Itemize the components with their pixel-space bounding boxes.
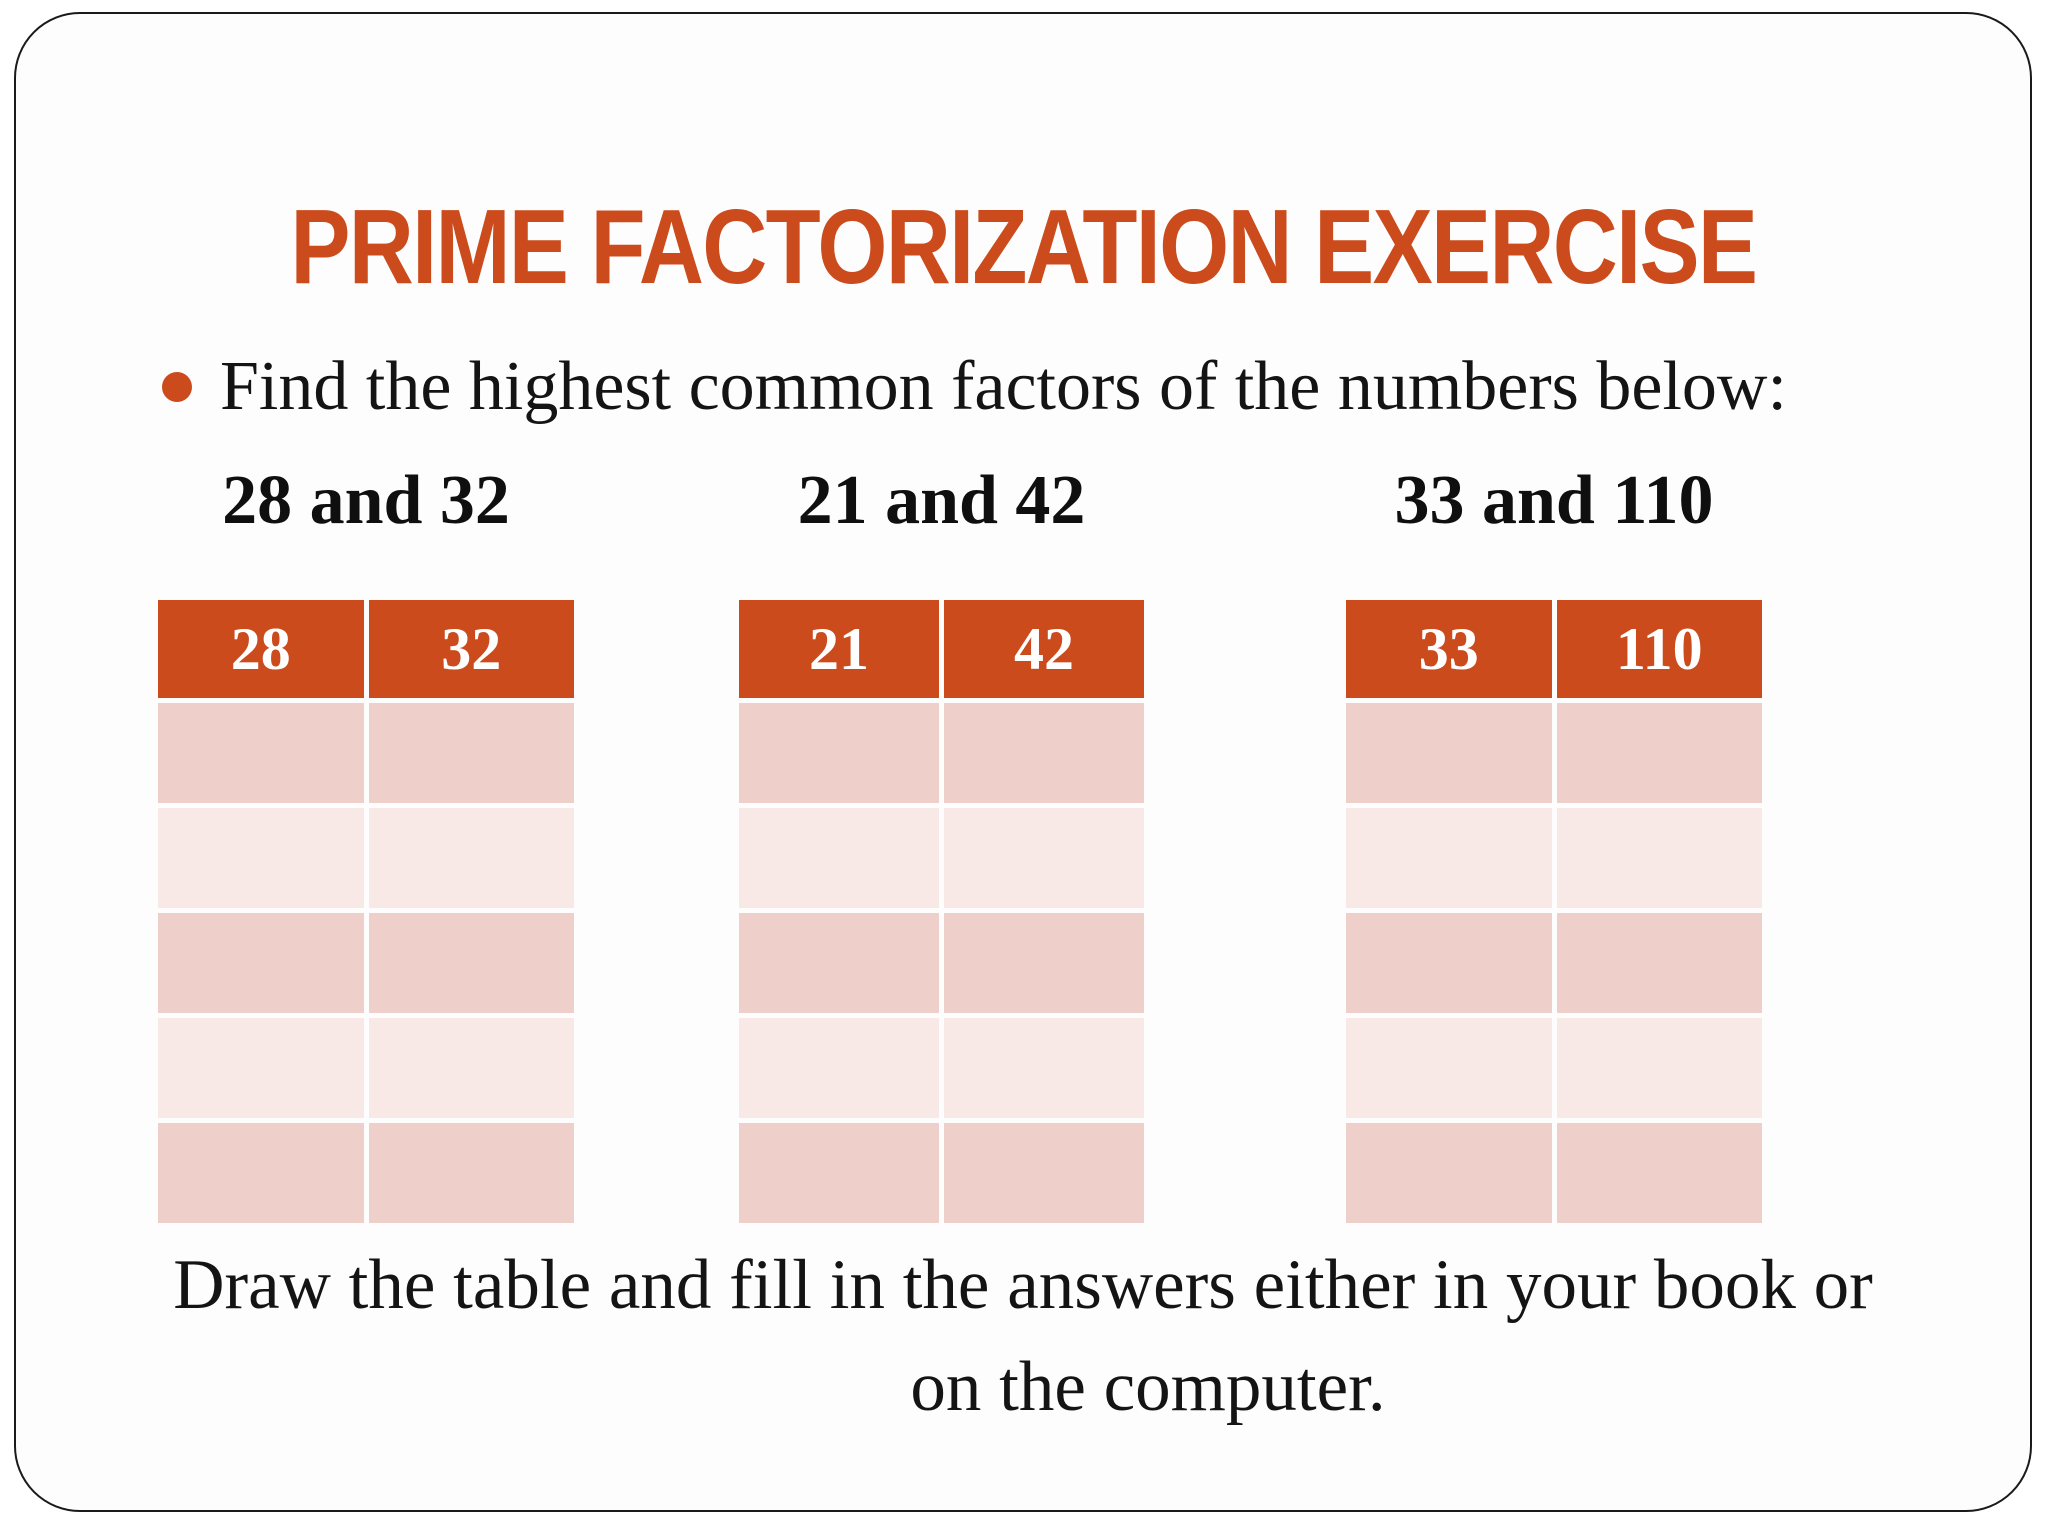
table-cell[interactable] (1556, 808, 1762, 908)
footer-line2: on the computer. (910, 1348, 1386, 1426)
table-cell[interactable] (1346, 703, 1552, 803)
table-cell[interactable] (158, 1018, 364, 1118)
factor-table-21-42: 21 42 (739, 600, 1144, 1223)
table-cell[interactable] (739, 703, 939, 803)
table-cell[interactable] (1346, 1018, 1552, 1118)
table-cell[interactable] (158, 913, 364, 1013)
footer-instruction: Draw the table and fill in the answers e… (16, 1234, 2030, 1438)
table-cell[interactable] (739, 1018, 939, 1118)
table-cell[interactable] (368, 808, 574, 908)
table-cell[interactable] (944, 808, 1144, 908)
table-header-cell: 42 (944, 600, 1144, 698)
table-cell[interactable] (739, 808, 939, 908)
slide: PRIME FACTORIZATION EXERCISE Find the hi… (14, 12, 2032, 1512)
exercise-label-33-110: 33 and 110 (1394, 462, 1714, 539)
bullet-icon (162, 371, 192, 402)
bullet-text: Find the highest common factors of the n… (220, 348, 1787, 425)
table-cell[interactable] (368, 1123, 574, 1223)
table-cell[interactable] (158, 1123, 364, 1223)
table-cell[interactable] (1556, 1123, 1762, 1223)
footer-line1: Draw the table and fill in the answers e… (173, 1246, 1873, 1324)
table-cell[interactable] (944, 913, 1144, 1013)
bullet-item: Find the highest common factors of the n… (162, 348, 1787, 425)
table-header-cell: 110 (1556, 600, 1762, 698)
exercise-label-21-42: 21 and 42 (797, 462, 1086, 539)
page-title: PRIME FACTORIZATION EXERCISE (16, 194, 2030, 300)
table-cell[interactable] (1346, 1123, 1552, 1223)
table-header-cell: 28 (158, 600, 364, 698)
table-cell[interactable] (944, 1018, 1144, 1118)
table-header-cell: 32 (368, 600, 574, 698)
table-cell[interactable] (1346, 913, 1552, 1013)
table-cell[interactable] (739, 913, 939, 1013)
table-cell[interactable] (158, 808, 364, 908)
table-cell[interactable] (368, 1018, 574, 1118)
table-cell[interactable] (1556, 913, 1762, 1013)
exercise-label-28-32: 28 and 32 (222, 462, 510, 539)
table-cell[interactable] (1556, 1018, 1762, 1118)
table-cell[interactable] (1556, 703, 1762, 803)
page-title-text: PRIME FACTORIZATION EXERCISE (290, 188, 1758, 306)
factor-table-33-110: 33 110 (1346, 600, 1762, 1223)
table-cell[interactable] (944, 703, 1144, 803)
table-cell[interactable] (739, 1123, 939, 1223)
table-header-cell: 33 (1346, 600, 1552, 698)
factor-table-28-32: 28 32 (158, 600, 574, 1223)
table-cell[interactable] (158, 703, 364, 803)
table-header-cell: 21 (739, 600, 939, 698)
table-cell[interactable] (944, 1123, 1144, 1223)
table-cell[interactable] (1346, 808, 1552, 908)
table-cell[interactable] (368, 703, 574, 803)
table-cell[interactable] (368, 913, 574, 1013)
